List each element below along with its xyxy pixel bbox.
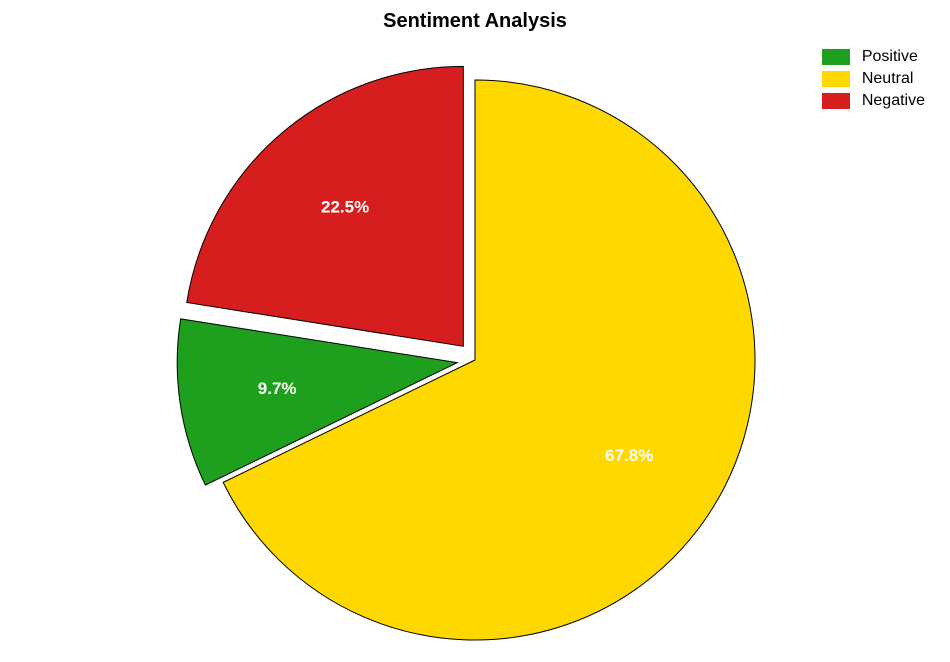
pie-label-neutral: 67.8% (605, 446, 653, 465)
chart-title: Sentiment Analysis (0, 10, 950, 33)
pie-label-positive: 9.7% (258, 379, 297, 398)
pie-label-negative: 22.5% (321, 197, 369, 216)
pie-chart: 67.8% 9.7% 22.5% (0, 50, 950, 650)
